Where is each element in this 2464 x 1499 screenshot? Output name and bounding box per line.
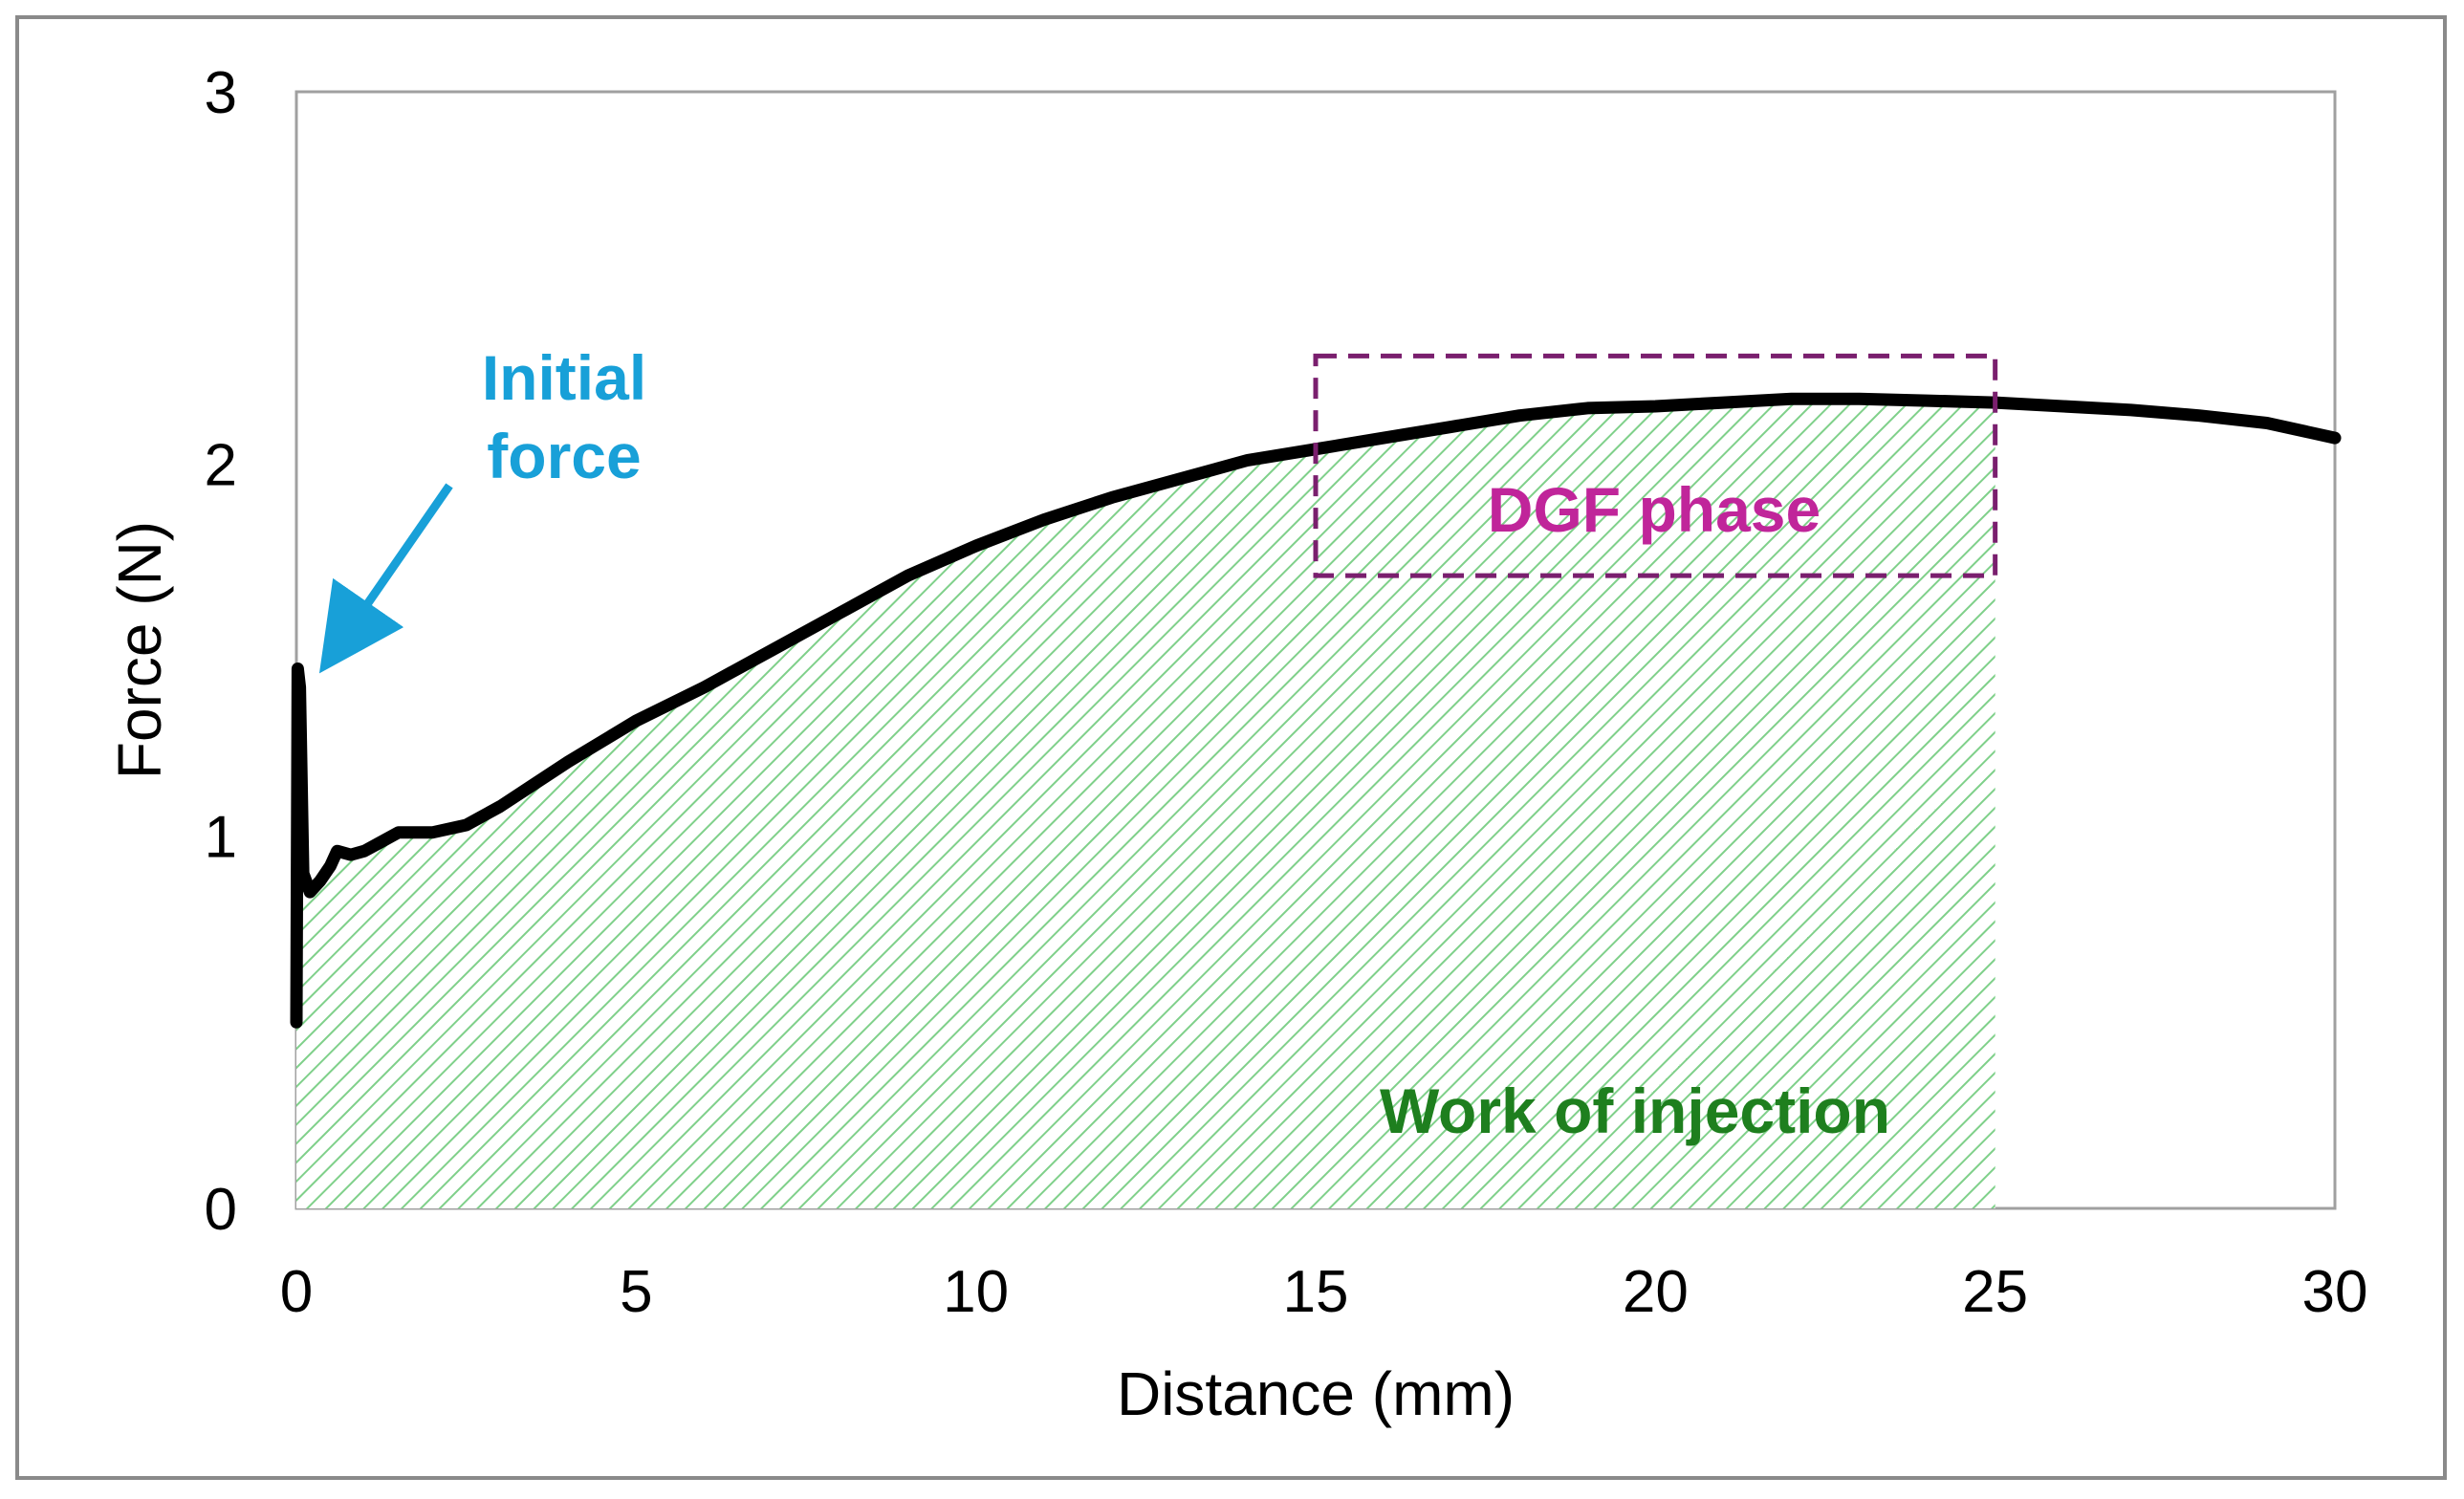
work-of-injection-label: Work of injection bbox=[1380, 1075, 1890, 1146]
y-tick-label: 0 bbox=[205, 1177, 237, 1243]
x-tick-label: 10 bbox=[943, 1259, 1009, 1325]
x-tick-label: 5 bbox=[620, 1259, 652, 1325]
initial-force-label-line1: Initial bbox=[482, 342, 646, 413]
work-of-injection-area bbox=[296, 399, 1995, 1208]
x-axis-title: Distance (mm) bbox=[1117, 1359, 1515, 1428]
x-tick-label: 25 bbox=[1962, 1259, 2028, 1325]
x-tick-label: 30 bbox=[2302, 1259, 2368, 1325]
x-tick-label: 20 bbox=[1623, 1259, 1689, 1325]
y-tick-label: 2 bbox=[205, 432, 237, 498]
dgf-phase-label: DGF phase bbox=[1488, 474, 1821, 545]
force-series-line bbox=[290, 392, 2342, 1029]
dgf-phase-box bbox=[1313, 353, 1998, 578]
x-tick-label: 15 bbox=[1283, 1259, 1349, 1325]
y-axis-ticks: 0 1 2 3 bbox=[205, 60, 237, 1243]
initial-force-arrow bbox=[318, 483, 453, 674]
y-tick-label: 3 bbox=[205, 60, 237, 126]
initial-force-label-line2: force bbox=[487, 421, 641, 491]
y-tick-label: 1 bbox=[205, 805, 237, 871]
y-axis-title: Force (N) bbox=[105, 521, 174, 779]
x-tick-label: 0 bbox=[280, 1259, 313, 1325]
x-axis-ticks: 0 5 10 15 20 25 30 bbox=[280, 1259, 2368, 1325]
